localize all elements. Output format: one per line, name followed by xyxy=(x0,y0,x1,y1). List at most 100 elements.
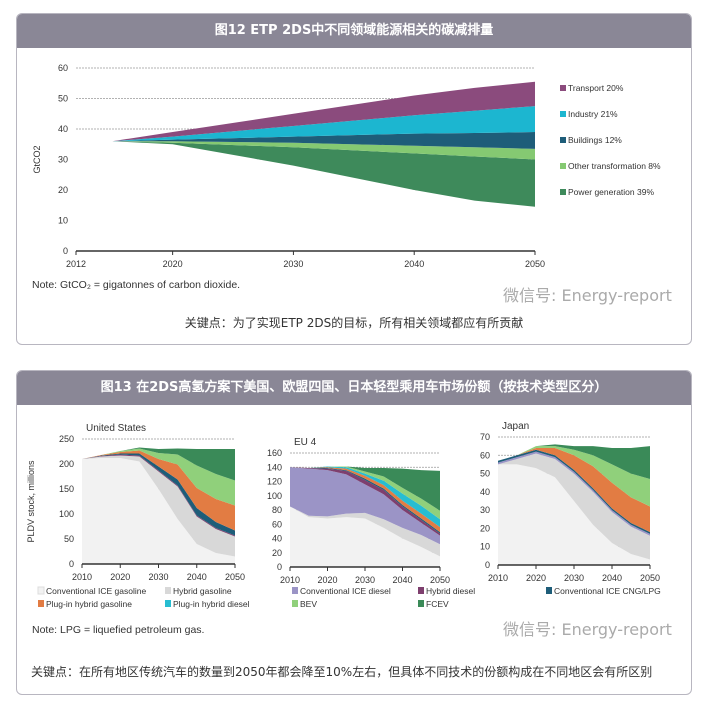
legend-label: Conventional ICE gasoline xyxy=(46,586,146,596)
legend-label: Industry 21% xyxy=(568,109,618,119)
y-tick-label: 160 xyxy=(267,448,282,458)
x-tick-label: 2050 xyxy=(640,573,660,583)
y-tick-label: 20 xyxy=(480,523,490,533)
area-plug-in-hybrid-gasoline xyxy=(82,450,235,531)
area-transport-20- xyxy=(76,81,535,145)
y-tick-label: 60 xyxy=(272,519,282,529)
watermark: 微信号: Energy-report xyxy=(503,620,672,639)
x-tick-label: 2050 xyxy=(525,259,545,269)
legend-swatch xyxy=(418,600,424,607)
area-other-transformation-8- xyxy=(76,141,535,160)
legend-label: FCEV xyxy=(426,599,449,609)
x-tick-label: 2020 xyxy=(317,575,337,585)
y-tick-label: 100 xyxy=(267,491,282,501)
y-tick-label: 30 xyxy=(58,155,68,165)
y-tick-label: 120 xyxy=(267,477,282,487)
area-conventional-ice-gasoline xyxy=(498,464,650,565)
x-tick-label: 2050 xyxy=(225,572,245,582)
y-tick-label: 60 xyxy=(58,63,68,73)
y-axis-label: GtCO2 xyxy=(32,145,42,173)
legend-swatch xyxy=(165,587,171,594)
x-tick-label: 2030 xyxy=(564,573,584,583)
legend-swatch xyxy=(418,587,424,594)
x-tick-label: 2010 xyxy=(72,572,92,582)
area-hybrid-diesel xyxy=(290,467,440,536)
x-tick-label: 2030 xyxy=(355,575,375,585)
x-tick-label: 2050 xyxy=(430,575,450,585)
watermark: 微信号: Energy-report xyxy=(503,286,672,305)
figure-13-note: Note: LPG = liquefied petroleum gas. xyxy=(32,624,205,636)
area-bev xyxy=(290,466,440,520)
legend-label: BEV xyxy=(300,599,317,609)
area-conventional-ice-cng-lpg xyxy=(498,449,650,534)
legend-swatch xyxy=(37,586,45,595)
x-tick-label: 2040 xyxy=(392,575,412,585)
legend-swatch xyxy=(560,163,566,169)
area-fcev xyxy=(290,466,440,511)
y-tick-label: 50 xyxy=(64,534,74,544)
legend-swatch xyxy=(165,600,171,607)
area-hybrid-gasoline xyxy=(82,455,235,557)
area-bev xyxy=(82,448,235,506)
legend-label: Transport 20% xyxy=(568,83,624,93)
area-2ds-emissions xyxy=(76,141,535,251)
chart-title: United States xyxy=(86,423,146,434)
x-tick-label: 2010 xyxy=(488,573,508,583)
area-hybrid-gasoline xyxy=(290,506,440,557)
figure-12-title: 图12 ETP 2DS中不同领域能源相关的碳减排量 xyxy=(17,14,691,48)
x-tick-label: 2040 xyxy=(404,259,424,269)
y-axis-label: PLDV stock, millions xyxy=(26,460,36,543)
y-tick-label: 0 xyxy=(63,246,68,256)
y-tick-label: 250 xyxy=(59,434,74,444)
area-fcev xyxy=(498,444,650,480)
area-conventional-ice-diesel xyxy=(498,451,650,536)
legend-swatch xyxy=(292,600,298,607)
chart-title: EU 4 xyxy=(294,437,317,448)
x-tick-label: 2010 xyxy=(280,575,300,585)
x-tick-label: 2040 xyxy=(187,572,207,582)
legend-swatch xyxy=(560,137,566,143)
legend-swatch xyxy=(560,85,566,91)
area-buildings-12- xyxy=(76,132,535,149)
y-tick-label: 10 xyxy=(480,542,490,552)
x-tick-label: 2012 xyxy=(66,259,86,269)
y-tick-label: 30 xyxy=(480,505,490,515)
figure-12-key-point: 关键点：为了实现ETP 2DS的目标，所有相关领域都应有所贡献 xyxy=(184,316,524,330)
x-tick-label: 2040 xyxy=(602,573,622,583)
legend-label: Hybrid gasoline xyxy=(173,586,232,596)
x-tick-label: 2030 xyxy=(283,259,303,269)
area-plug-in-hybrid-gasoline xyxy=(498,447,650,533)
area-conventional-ice-diesel xyxy=(290,467,440,545)
y-tick-label: 40 xyxy=(480,487,490,497)
figure-13-title: 图13 在2DS高氢方案下美国、欧盟四国、日本轻型乘用车市场份额（按技术类型区分… xyxy=(17,371,691,405)
y-tick-label: 40 xyxy=(272,534,282,544)
x-tick-label: 2020 xyxy=(163,259,183,269)
legend-label: Plug-in hybrid diesel xyxy=(173,599,250,609)
area-conventional-ice-gasoline xyxy=(290,506,440,567)
legend-label: Power generation 39% xyxy=(568,187,654,197)
y-tick-label: 50 xyxy=(58,94,68,104)
legend-swatch xyxy=(38,600,44,607)
chart-title: Japan xyxy=(502,421,529,432)
x-tick-label: 2020 xyxy=(110,572,130,582)
figure-13-key-point: 关键点：在所有地区传统汽车的数量到2050年都会降至10%左右，但具体不同技术的… xyxy=(31,665,653,679)
figure-12-note: Note: GtCO₂ = gigatonnes of carbon dioxi… xyxy=(32,279,241,291)
x-tick-label: 2020 xyxy=(526,573,546,583)
y-tick-label: 20 xyxy=(272,548,282,558)
y-tick-label: 140 xyxy=(267,462,282,472)
area-conventional-ice-gasoline xyxy=(82,458,235,564)
legend-swatch xyxy=(546,587,552,594)
x-tick-label: 2030 xyxy=(148,572,168,582)
y-tick-label: 0 xyxy=(485,560,490,570)
y-tick-label: 80 xyxy=(272,505,282,515)
y-tick-label: 0 xyxy=(277,562,282,572)
y-tick-label: 40 xyxy=(58,124,68,134)
y-tick-label: 60 xyxy=(480,450,490,460)
area-conventional-ice-cng-lpg xyxy=(82,453,235,536)
legend-label: Hybrid diesel xyxy=(426,586,475,596)
area-industry-21- xyxy=(76,106,535,145)
area-power-generation-39- xyxy=(76,141,535,207)
legend-label: Buildings 12% xyxy=(568,135,622,145)
area-hybrid-diesel xyxy=(82,454,235,537)
